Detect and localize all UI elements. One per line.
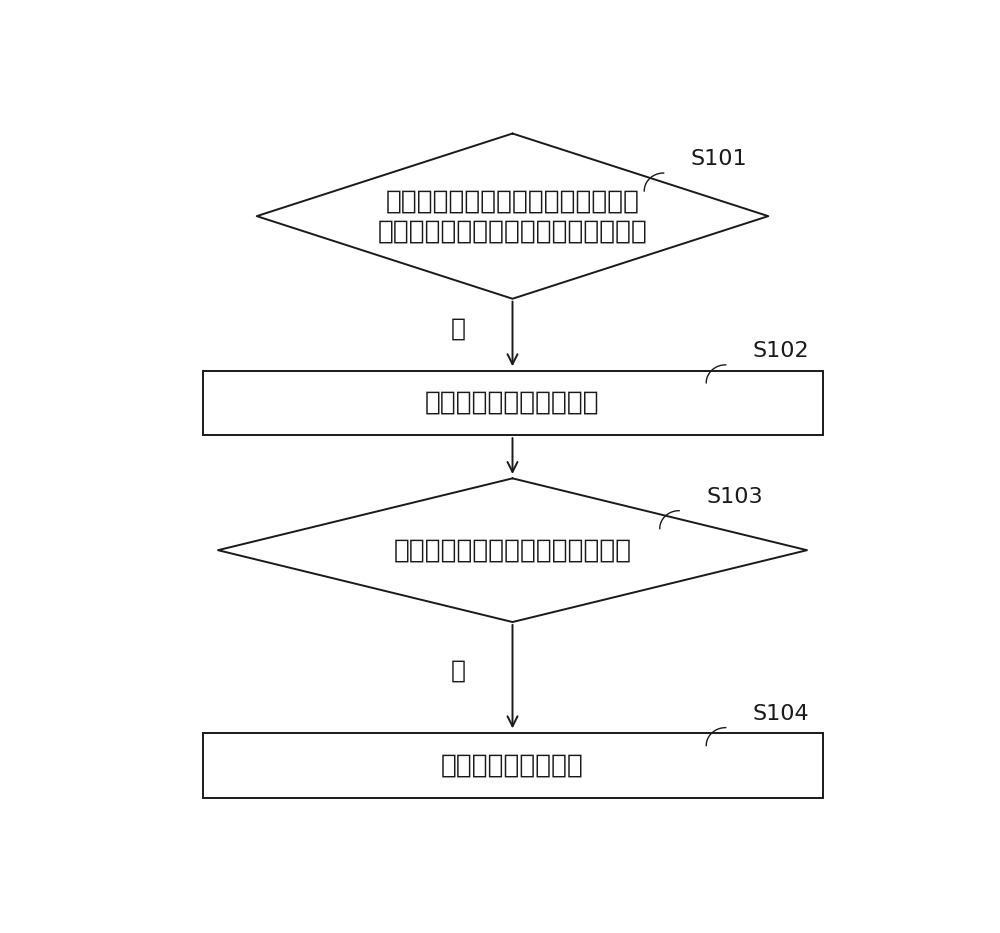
- Bar: [202, 370, 822, 436]
- Text: 否: 否: [451, 659, 466, 683]
- Text: 调大终端的通话音量: 调大终端的通话音量: [441, 753, 584, 779]
- Bar: [202, 733, 822, 798]
- Text: S104: S104: [753, 704, 809, 724]
- Text: 当检测到终端处于通话状态时，判断
当前环境中的噪音值是否超过预设阀值: 当检测到终端处于通话状态时，判断 当前环境中的噪音值是否超过预设阀值: [378, 188, 647, 244]
- Text: 获取通话对端的通讯标识: 获取通话对端的通讯标识: [425, 390, 600, 416]
- Text: S102: S102: [753, 341, 809, 361]
- Text: S101: S101: [691, 149, 747, 170]
- Text: 是: 是: [451, 317, 466, 341]
- Text: S103: S103: [706, 487, 763, 508]
- Text: 判断通讯标识是否为预设通讯标识: 判断通讯标识是否为预设通讯标识: [393, 537, 632, 564]
